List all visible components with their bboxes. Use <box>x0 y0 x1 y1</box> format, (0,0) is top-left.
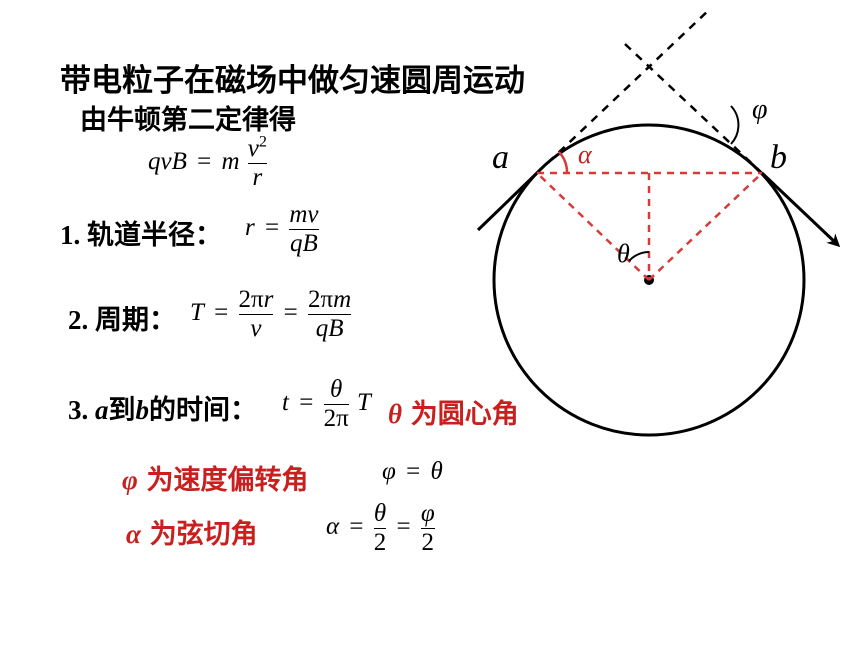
label-phi: φ <box>752 94 768 125</box>
label-theta: θ <box>617 239 630 268</box>
phi-arc <box>731 106 738 144</box>
geometry-diagram: a b α θ φ <box>0 0 860 645</box>
label-b: b <box>770 139 787 176</box>
label-alpha: α <box>578 140 593 169</box>
tangent-b-back-dash <box>625 44 762 173</box>
tangent-a-forward-dash <box>537 8 711 173</box>
label-a: a <box>492 139 509 176</box>
radius-to-a <box>537 173 649 280</box>
alpha-arc <box>559 152 567 173</box>
theta-arc <box>629 252 649 261</box>
radius-to-b <box>649 173 762 280</box>
tangent-b-forward <box>762 173 838 245</box>
tangent-a-back <box>478 173 537 230</box>
slide-container: 带电粒子在磁场中做匀速圆周运动 由牛顿第二定律得 qvB = m v2 r 1.… <box>0 0 860 645</box>
